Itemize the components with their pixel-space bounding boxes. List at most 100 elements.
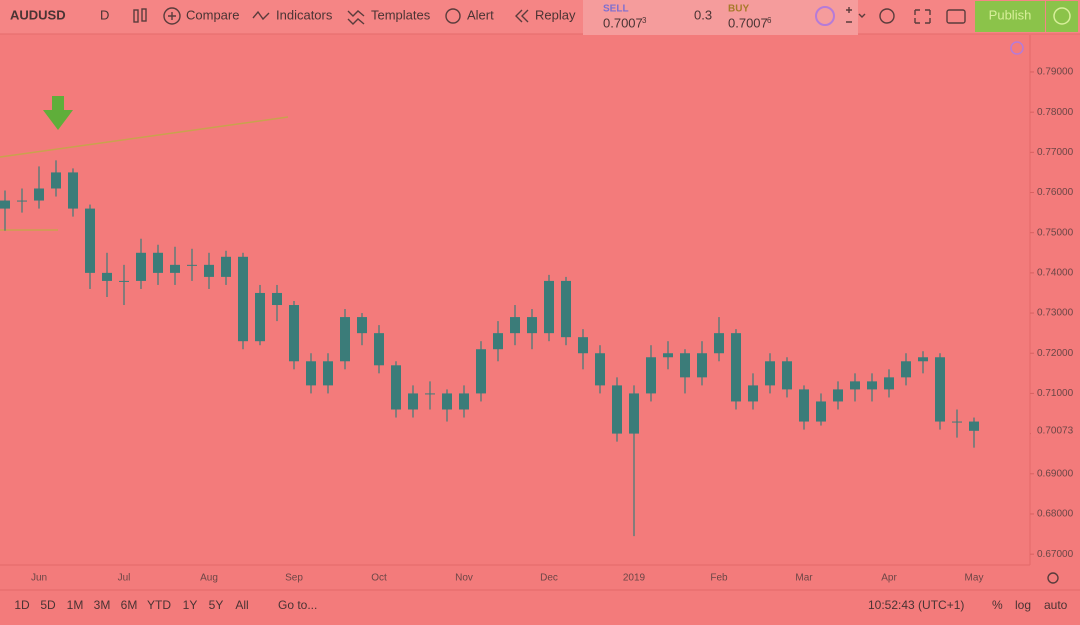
last-price-label: 0.70073 [1037, 425, 1074, 436]
trend-line[interactable] [0, 116, 289, 158]
publish-button-bg[interactable] [975, 1, 1045, 32]
candle-body [102, 272, 112, 281]
range-button[interactable]: 3M [94, 598, 111, 612]
arrow-marker[interactable] [43, 96, 73, 130]
candle-body [629, 393, 639, 434]
y-tick-label: 0.75000 [1037, 227, 1074, 238]
y-tick-label: 0.77000 [1037, 147, 1074, 158]
zoom-icon[interactable] [846, 7, 866, 23]
plus-icon [168, 12, 176, 20]
buy-label[interactable]: BUY [728, 4, 749, 15]
candle-body [969, 421, 979, 431]
candle-body [187, 264, 197, 266]
templates-button[interactable]: Templates [371, 7, 431, 22]
indicators-button[interactable]: Indicators [276, 7, 333, 22]
x-tick-label: Sep [285, 573, 303, 584]
settings-icon[interactable] [879, 8, 895, 24]
sell-price[interactable]: 0.7007 [603, 15, 643, 30]
range-button[interactable]: 5D [40, 598, 56, 612]
buy-price-sup: 6 [767, 16, 772, 25]
symbol[interactable]: AUDUSD [10, 7, 66, 22]
candle-body [85, 208, 95, 273]
range-button[interactable]: 1M [67, 598, 84, 612]
candle-body [119, 280, 129, 282]
interval[interactable]: D [100, 7, 109, 22]
candle-body [544, 280, 554, 334]
candle-body [408, 393, 418, 410]
y-tick-label: 0.71000 [1037, 388, 1074, 399]
indicators-icon[interactable] [252, 10, 270, 21]
templates-icon[interactable] [347, 10, 365, 25]
range-button[interactable]: 1D [14, 598, 30, 612]
range-button[interactable]: All [235, 598, 248, 612]
log-toggle[interactable]: log [1015, 598, 1031, 612]
candle-body [493, 333, 503, 350]
x-tick-label: Feb [710, 573, 728, 584]
last-price-tag [1031, 423, 1077, 438]
candle-body [578, 337, 588, 354]
candle-body [476, 349, 486, 394]
range-button[interactable]: 5Y [209, 598, 224, 612]
candle-body [595, 353, 605, 386]
y-tick-label: 0.73000 [1037, 308, 1074, 319]
spread: 0.3 [694, 7, 712, 22]
alert-button[interactable]: Alert [467, 7, 494, 22]
candle-icon[interactable] [133, 8, 147, 23]
replay-icon[interactable] [515, 9, 529, 23]
sell-label[interactable]: SELL [603, 4, 629, 15]
y-tick-label: 0.79000 [1037, 67, 1074, 78]
percent-toggle[interactable]: % [992, 598, 1003, 612]
x-tick-label: Aug [200, 573, 218, 584]
fullscreen-icon[interactable] [914, 9, 931, 24]
range-button[interactable]: 6M [121, 598, 138, 612]
candle-body [17, 200, 27, 202]
candle-body [731, 333, 741, 402]
candle-body [238, 256, 248, 342]
candle-body [714, 333, 724, 354]
candle-body [51, 172, 61, 189]
candle-body [510, 317, 520, 334]
y-tick-label: 0.78000 [1037, 107, 1074, 118]
axis-settings-icon[interactable] [1047, 572, 1059, 584]
goto-button[interactable]: Go to... [278, 598, 317, 612]
candle-body [833, 389, 843, 402]
snapshot-icon[interactable] [946, 9, 966, 24]
candle-body [136, 252, 146, 281]
y-tick-label: 0.67000 [1037, 549, 1074, 560]
candle-body [816, 401, 826, 422]
x-tick-label: Apr [881, 573, 897, 584]
candle-body [850, 381, 860, 390]
candle-body [204, 264, 214, 277]
sell-price-sup: 3 [642, 16, 647, 25]
compare-button[interactable]: Compare [186, 7, 239, 22]
x-tick-label: May [965, 573, 984, 584]
x-tick-label: Mar [795, 573, 813, 584]
publish-button[interactable]: Publish [989, 7, 1032, 22]
candle-body [272, 292, 282, 306]
replay-button[interactable]: Replay [535, 7, 576, 22]
y-tick-label: 0.72000 [1037, 348, 1074, 359]
candle-body [935, 357, 945, 422]
candle-body [952, 421, 962, 423]
candle-body [527, 317, 537, 334]
range-button[interactable]: 1Y [183, 598, 198, 612]
candle-body [153, 252, 163, 273]
candle-body [782, 361, 792, 390]
publish-more-bg[interactable] [1046, 1, 1078, 32]
y-tick-label: 0.69000 [1037, 468, 1074, 479]
event-icon[interactable] [1010, 41, 1024, 55]
candle-body [459, 393, 469, 410]
y-tick-label: 0.76000 [1037, 187, 1074, 198]
alert-icon[interactable] [445, 8, 461, 24]
publish-more-icon[interactable] [1053, 7, 1071, 25]
x-tick-label: Oct [371, 573, 387, 584]
buy-price[interactable]: 0.7007 [728, 15, 768, 30]
range-button[interactable]: YTD [147, 598, 171, 612]
info-icon[interactable] [815, 6, 835, 26]
auto-toggle[interactable]: auto [1044, 598, 1068, 612]
x-tick-label: Dec [540, 573, 558, 584]
compare-icon[interactable] [163, 7, 181, 25]
